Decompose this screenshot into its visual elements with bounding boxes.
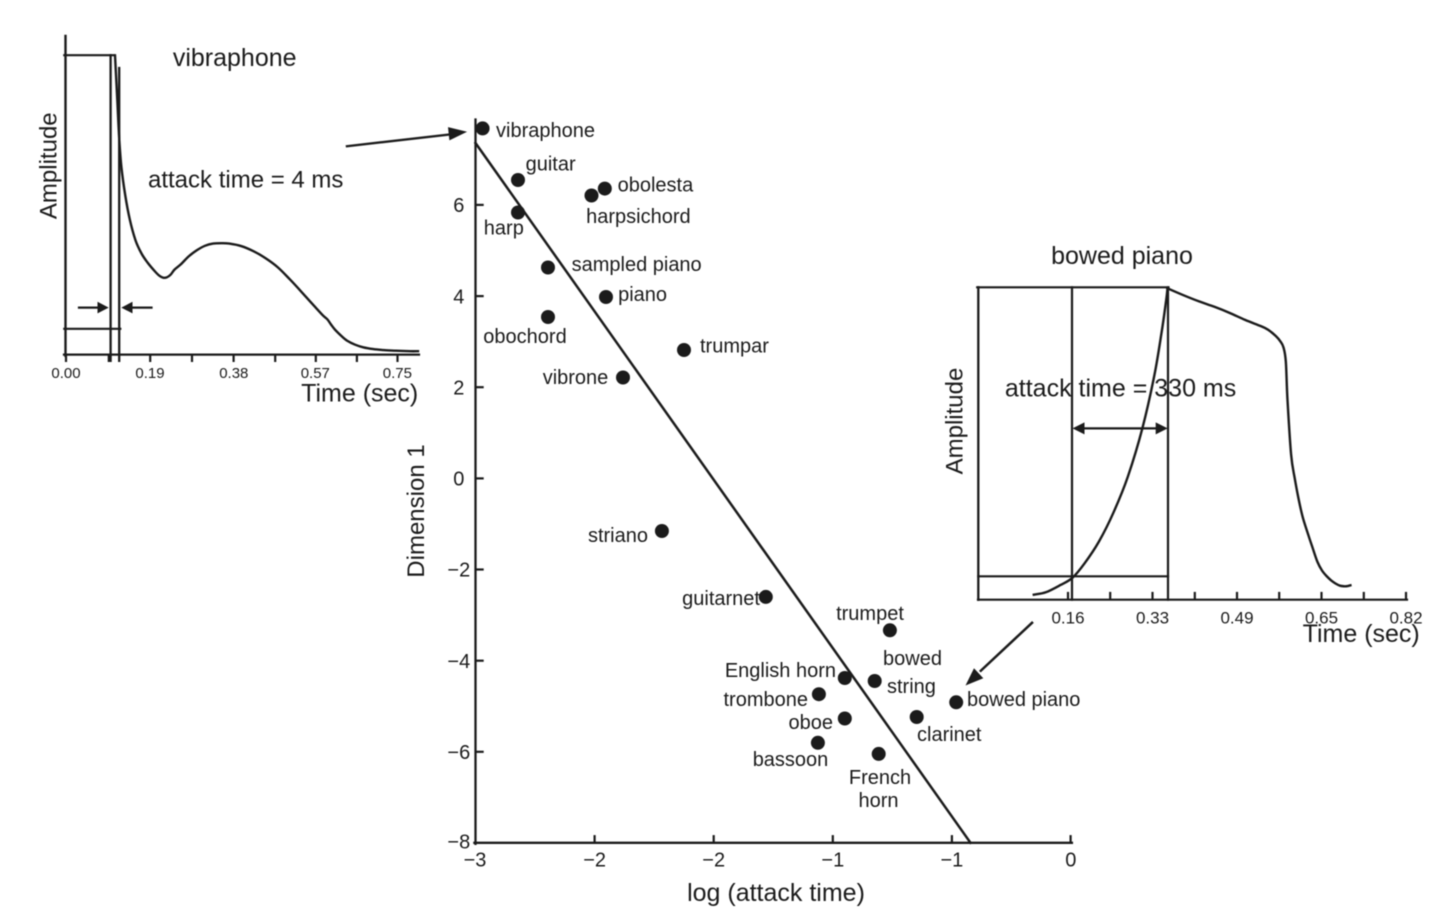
svg-text:clarinet: clarinet [917,724,982,746]
svg-text:French: French [849,767,911,789]
svg-text:0.16: 0.16 [1051,609,1084,628]
svg-text:log (attack time): log (attack time) [687,879,865,907]
svg-text:6: 6 [453,195,464,217]
svg-text:−6: −6 [447,742,470,764]
svg-text:trumpet: trumpet [836,603,904,625]
svg-text:attack time = 4 ms: attack time = 4 ms [148,167,343,194]
svg-text:−2: −2 [583,850,606,872]
svg-text:0.49: 0.49 [1220,609,1253,628]
svg-text:0.19: 0.19 [135,365,164,382]
svg-text:−4: −4 [447,651,470,673]
svg-text:0.65: 0.65 [1305,609,1338,628]
svg-text:0.33: 0.33 [1136,609,1169,628]
svg-text:bowed: bowed [883,648,942,670]
svg-text:−1: −1 [821,850,844,872]
svg-text:bowed piano: bowed piano [1051,242,1193,270]
svg-text:Time (sec): Time (sec) [1303,620,1420,648]
svg-text:−1: −1 [940,850,963,872]
svg-text:0.57: 0.57 [301,365,330,382]
svg-text:string: string [887,676,936,698]
svg-text:0.75: 0.75 [383,365,412,382]
svg-text:0.82: 0.82 [1389,609,1422,628]
svg-text:horn: horn [858,790,898,812]
svg-text:vibraphone: vibraphone [173,44,297,72]
svg-text:harpsichord: harpsichord [586,206,691,228]
svg-text:−2: −2 [702,850,725,872]
svg-text:sampled piano: sampled piano [572,254,702,276]
svg-text:trumpar: trumpar [700,336,769,358]
svg-text:vibrone: vibrone [543,367,609,389]
svg-text:attack time = 330 ms: attack time = 330 ms [1005,375,1236,403]
svg-text:0.00: 0.00 [51,365,80,382]
svg-text:English horn: English horn [725,660,836,682]
svg-text:piano: piano [618,284,667,306]
svg-text:harp: harp [484,218,524,240]
svg-text:Amplitude: Amplitude [942,368,969,475]
svg-text:obochord: obochord [483,326,566,348]
svg-text:vibraphone: vibraphone [496,120,595,142]
svg-text:oboe: oboe [789,712,834,734]
svg-text:Amplitude: Amplitude [36,112,63,219]
svg-text:−3: −3 [464,850,487,872]
svg-text:obolesta: obolesta [618,175,694,197]
svg-text:0: 0 [453,469,464,491]
svg-text:striano: striano [588,525,648,547]
svg-text:trombone: trombone [724,689,809,711]
svg-text:bowed piano: bowed piano [967,689,1080,711]
svg-text:−8: −8 [447,831,470,853]
svg-text:2: 2 [453,377,464,399]
svg-text:bassoon: bassoon [753,749,829,771]
svg-text:guitar: guitar [526,154,576,176]
svg-text:0: 0 [1065,850,1076,872]
svg-text:0.38: 0.38 [219,365,248,382]
svg-text:Time (sec): Time (sec) [301,380,418,408]
svg-text:Dimension 1: Dimension 1 [403,444,430,577]
svg-text:4: 4 [453,286,464,308]
svg-text:guitarnet: guitarnet [682,588,760,610]
svg-text:−2: −2 [447,560,470,582]
